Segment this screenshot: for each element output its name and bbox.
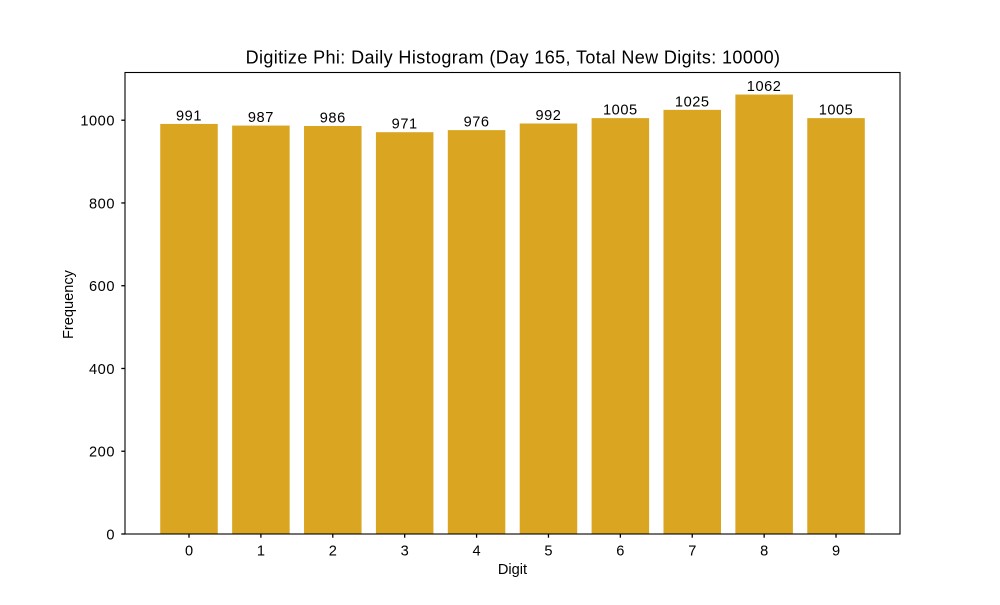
svg-text:992: 992 [535,108,561,124]
svg-text:971: 971 [392,117,418,133]
svg-text:400: 400 [89,362,115,378]
svg-text:9: 9 [832,544,840,560]
svg-text:200: 200 [89,445,115,461]
svg-text:800: 800 [89,197,115,213]
svg-text:Frequency: Frequency [61,269,77,339]
svg-text:991: 991 [176,108,202,124]
svg-text:4: 4 [473,544,481,560]
svg-text:987: 987 [248,110,274,126]
svg-text:8: 8 [760,544,768,560]
svg-text:1005: 1005 [819,103,854,119]
svg-text:7: 7 [688,544,696,560]
svg-text:600: 600 [89,279,115,295]
svg-text:2: 2 [329,544,337,560]
svg-text:6: 6 [616,544,624,560]
svg-text:Digit: Digit [498,562,527,578]
svg-text:1025: 1025 [675,94,710,110]
svg-text:1: 1 [257,544,265,560]
svg-text:Digitize Phi: Daily Histogram: Digitize Phi: Daily Histogram (Day 165, … [246,47,781,67]
svg-text:3: 3 [401,544,409,560]
svg-text:1062: 1062 [747,79,782,95]
svg-text:5: 5 [544,544,552,560]
svg-text:976: 976 [464,115,490,131]
svg-text:986: 986 [320,110,346,126]
svg-text:0: 0 [106,528,115,544]
svg-text:0: 0 [185,544,193,560]
svg-text:1000: 1000 [80,114,115,130]
svg-text:1005: 1005 [603,103,638,119]
